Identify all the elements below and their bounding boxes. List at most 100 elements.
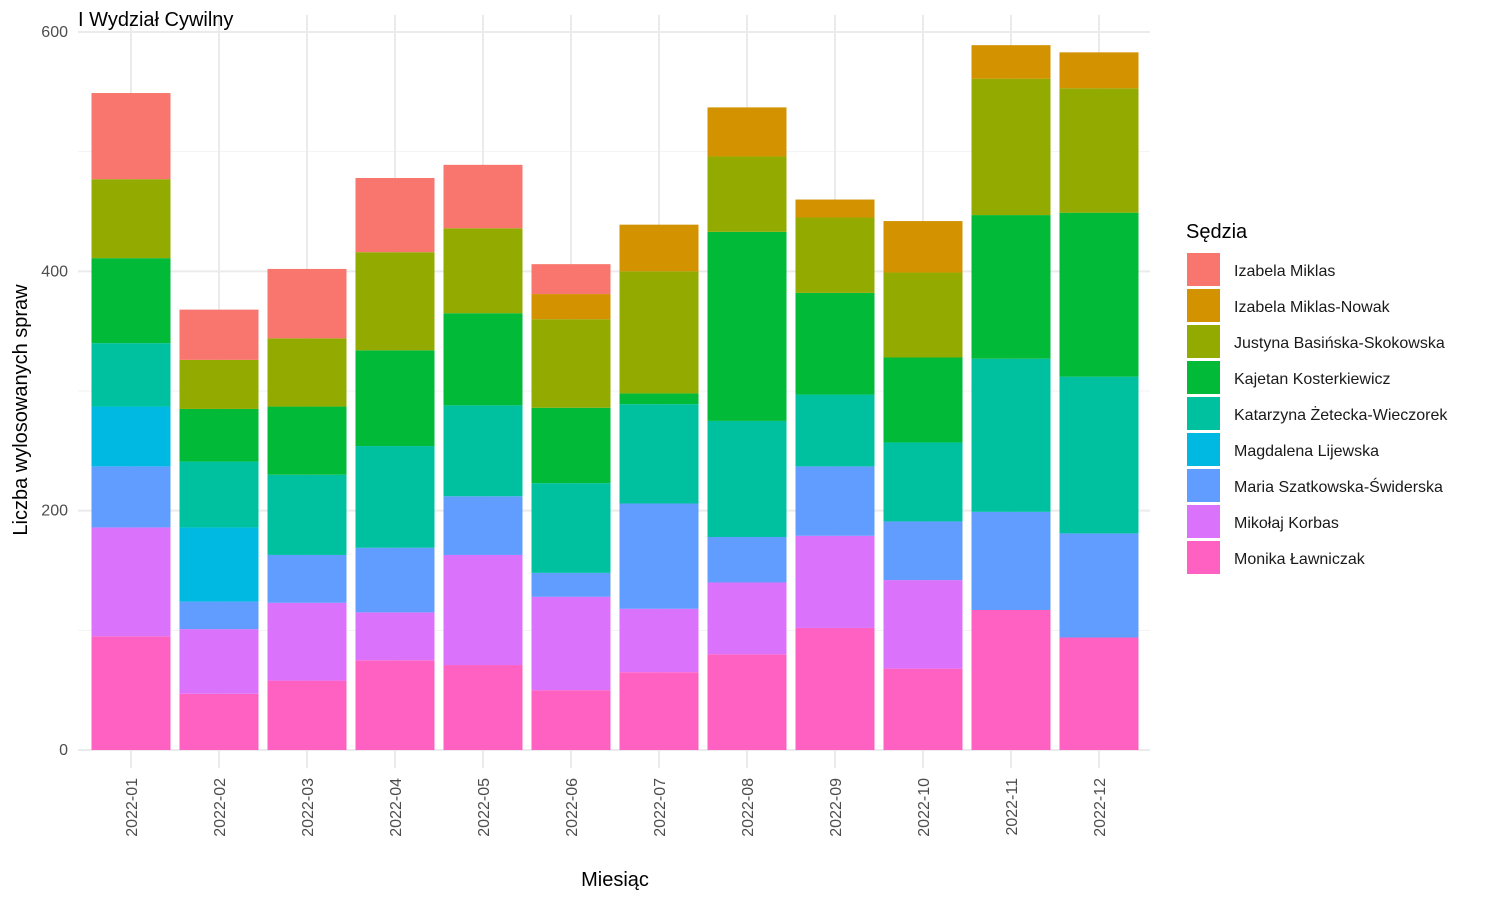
bar-segment	[531, 483, 611, 573]
bar-segment	[531, 690, 611, 750]
bar-segment	[443, 665, 523, 750]
bar-segment	[355, 252, 435, 351]
legend-swatch	[1187, 325, 1220, 358]
bar-segment	[619, 608, 699, 673]
x-tick-label: 2022-12	[1092, 778, 1109, 837]
bar-segment	[971, 215, 1051, 359]
bar-segment	[91, 179, 171, 259]
bar-segment	[795, 199, 875, 218]
bar-segment	[883, 221, 963, 273]
bar-segment	[1059, 212, 1139, 377]
legend-swatch	[1187, 397, 1220, 430]
y-tick-label: 400	[41, 263, 68, 280]
bar-segment	[707, 536, 787, 583]
bar-segment	[267, 268, 347, 339]
bar-segment	[619, 672, 699, 750]
bar-segment	[619, 224, 699, 272]
bar-segment	[1059, 52, 1139, 89]
legend-swatch	[1187, 289, 1220, 322]
legend-swatch	[1187, 361, 1220, 394]
x-axis-ticks: 2022-01 2022-02 2022-03 2022-04 2022-05 2022-…	[124, 778, 1109, 837]
x-tick-label: 2022-04	[388, 778, 405, 837]
bar-segment	[91, 406, 171, 467]
legend-swatch	[1187, 469, 1220, 502]
bar-segment	[355, 612, 435, 661]
bar-segment	[619, 404, 699, 504]
bar-segment	[795, 217, 875, 293]
x-tick-label: 2022-10	[916, 778, 933, 837]
bar-segment	[707, 156, 787, 232]
x-tick-label: 2022-08	[740, 778, 757, 837]
legend-swatch	[1187, 253, 1220, 286]
bar-segment	[531, 294, 611, 320]
bar-segment	[179, 629, 259, 694]
legend-label: Katarzyna Żetecka-Wieczorek	[1234, 405, 1448, 424]
bar-segment	[267, 554, 347, 603]
bar-segment	[707, 231, 787, 421]
bar-segment	[91, 527, 171, 637]
x-tick-label: 2022-06	[564, 778, 581, 837]
bar-segment	[443, 164, 523, 229]
x-axis-title: Miesiąc	[581, 869, 649, 891]
bar-segment	[355, 177, 435, 253]
legend-label: Izabela Miklas	[1234, 263, 1335, 280]
bar-segment	[91, 343, 171, 407]
bar-segment	[883, 668, 963, 750]
bar-segment	[531, 319, 611, 408]
bar-segment	[443, 554, 523, 666]
y-axis-title: Liczba wylosowanych spraw	[10, 284, 32, 536]
bar-segment	[971, 511, 1051, 610]
bar-segment	[179, 309, 259, 360]
bar-segment	[795, 466, 875, 536]
bar-segment	[443, 228, 523, 314]
bar-segment	[795, 292, 875, 395]
bar-segment	[267, 602, 347, 681]
legend: Sędzia Izabela Miklas Izabela Miklas-Nowa…	[1186, 221, 1448, 574]
bar-segment	[707, 582, 787, 655]
bar-segment	[971, 609, 1051, 750]
bar-segment	[179, 527, 259, 602]
bar-segment	[355, 547, 435, 613]
bar-segment	[267, 474, 347, 555]
bar-segment	[91, 258, 171, 344]
x-tick-label: 2022-11	[1004, 778, 1021, 836]
bar-segment	[971, 45, 1051, 79]
bar-segment	[1059, 376, 1139, 534]
bar-segment	[1059, 533, 1139, 638]
bar-segment	[619, 393, 699, 405]
y-tick-label: 0	[59, 742, 68, 759]
bar-segment	[707, 420, 787, 537]
bar-segment	[707, 107, 787, 157]
bar-segment	[619, 271, 699, 394]
y-tick-label: 600	[41, 24, 68, 41]
bar-segment	[267, 680, 347, 750]
bar-segment	[355, 660, 435, 750]
legend-swatch	[1187, 433, 1220, 466]
bar-segment	[179, 359, 259, 409]
x-tick-label: 2022-01	[124, 778, 141, 837]
bar-segment	[795, 535, 875, 628]
bar-segment	[355, 446, 435, 548]
bar-segment	[795, 394, 875, 467]
bar-segment	[355, 350, 435, 447]
bar-segment	[707, 654, 787, 750]
bar-stack-area	[91, 45, 1139, 750]
bar-segment	[795, 627, 875, 750]
chart-title: I Wydział Cywilny	[78, 9, 233, 31]
bar-segment	[179, 693, 259, 750]
bar-segment	[883, 580, 963, 669]
legend-swatch	[1187, 505, 1220, 538]
x-tick-label: 2022-02	[212, 778, 229, 837]
x-tick-label: 2022-07	[652, 778, 669, 837]
bar-segment	[883, 521, 963, 581]
bar-segment	[91, 93, 171, 180]
bar-segment	[443, 313, 523, 406]
y-axis-ticks: 0 200 400 600	[41, 24, 68, 759]
legend-label: Mikołaj Korbas	[1234, 515, 1339, 532]
bar-segment	[443, 405, 523, 497]
bar-segment	[531, 572, 611, 597]
bar-segment	[1059, 637, 1139, 750]
legend-label: Izabela Miklas-Nowak	[1234, 299, 1391, 316]
bar-segment	[531, 264, 611, 295]
legend-label: Monika Ławniczak	[1234, 551, 1366, 568]
